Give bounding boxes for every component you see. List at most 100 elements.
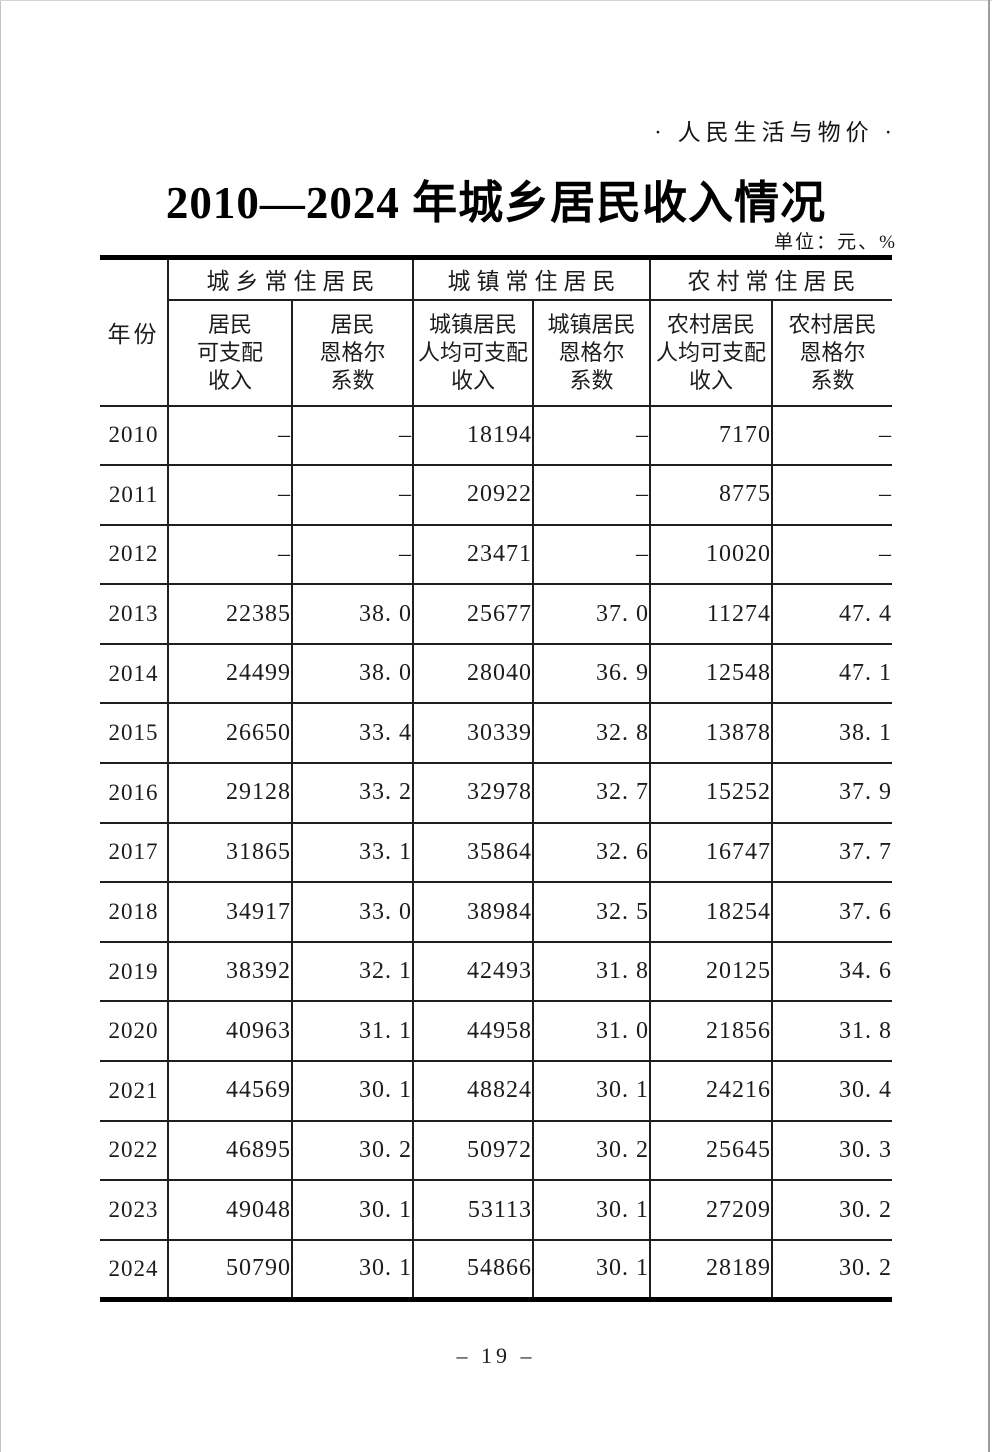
table-row: 2013 22385 38. 0 25677 37. 0 11274 47. 4 <box>100 583 892 645</box>
col-header-engel: 居民 恩格尔 系数 <box>291 298 414 407</box>
value-cell: 32. 8 <box>532 702 651 765</box>
header-sub-row: 居民 可支配 收入 居民 恩格尔 系数 城镇居民 人均可支配 收入 城镇居民 恩… <box>100 298 892 407</box>
value-cell: 50790 <box>167 1238 293 1301</box>
value-cell: 38392 <box>167 940 293 1003</box>
unit-note: 单位：元、% <box>774 232 897 253</box>
value-cell: 30. 2 <box>291 1119 414 1182</box>
value-cell: – <box>291 523 414 586</box>
table-row: 2015 26650 33. 4 30339 32. 8 13878 38. 1 <box>100 702 892 765</box>
value-cell: 47. 4 <box>771 583 892 645</box>
value-cell: 21856 <box>649 1000 773 1063</box>
table-row: 2017 31865 33. 1 35864 32. 6 16747 37. 7 <box>100 821 892 884</box>
col-header-year: 年份 <box>100 256 169 407</box>
value-cell: 47. 1 <box>771 642 892 705</box>
value-cell: 30. 1 <box>291 1179 414 1241</box>
value-cell: 18254 <box>649 881 773 943</box>
value-cell: 46895 <box>167 1119 293 1182</box>
table-row: 2014 24499 38. 0 28040 36. 9 12548 47. 1 <box>100 642 892 705</box>
year-cell: 2022 <box>100 1119 169 1182</box>
section-header: · 人民生活与物价 · <box>654 120 897 145</box>
value-cell: 38. 1 <box>771 702 892 765</box>
value-cell: 22385 <box>167 583 293 645</box>
value-cell: – <box>291 464 414 526</box>
value-cell: 37. 9 <box>771 762 892 824</box>
value-cell: 42493 <box>412 940 534 1003</box>
value-cell: 30. 3 <box>771 1119 892 1182</box>
value-cell: 34917 <box>167 881 293 943</box>
value-cell: 38. 0 <box>291 642 414 705</box>
value-cell: 38. 0 <box>291 583 414 645</box>
col-header-disposable-income: 居民 可支配 收入 <box>168 298 293 407</box>
year-cell: 2016 <box>100 762 169 824</box>
year-cell: 2019 <box>100 940 169 1003</box>
value-cell: 25677 <box>412 583 534 645</box>
col-header-urban-engel: 城镇居民 恩格尔 系数 <box>532 298 651 407</box>
table-row: 2019 38392 32. 1 42493 31. 8 20125 34. 6 <box>100 940 892 1003</box>
value-cell: 26650 <box>167 702 293 765</box>
value-cell: 30. 1 <box>291 1060 414 1122</box>
value-cell: 7170 <box>649 404 773 467</box>
value-cell: 40963 <box>167 1000 293 1063</box>
page-title: 2010—2024 年城乡居民收入情况 <box>165 178 827 228</box>
value-cell: 31. 8 <box>532 940 651 1003</box>
table-row: 2012– –23471–10020– <box>100 523 892 586</box>
year-cell: 2021 <box>100 1060 169 1122</box>
header-group-row: 年份 城乡常住居民 城镇常住居民 农村常住居民 <box>100 256 892 407</box>
table-row: 2018 34917 33. 0 38984 32. 5 18254 37. 6 <box>100 881 892 943</box>
value-cell: 53113 <box>412 1179 534 1241</box>
year-cell: 2011 <box>100 464 169 526</box>
value-cell: 37. 7 <box>771 821 892 884</box>
year-cell: 2015 <box>100 702 169 765</box>
value-cell: – <box>167 523 293 586</box>
value-cell: 32. 6 <box>532 821 651 884</box>
group-header-rural: 农村常住居民 <box>649 256 892 301</box>
table-row: 2021 44569 30. 1 48824 30. 1 24216 30. 4 <box>100 1060 892 1122</box>
col-header-rural-disposable-income: 农村居民 人均可支配 收入 <box>649 298 773 407</box>
value-cell: 33. 2 <box>291 762 414 824</box>
value-cell: 30. 1 <box>532 1060 651 1122</box>
value-cell: 33. 1 <box>291 821 414 884</box>
value-cell: 33. 0 <box>291 881 414 943</box>
value-cell: 20125 <box>649 940 773 1003</box>
year-cell: 2018 <box>100 881 169 943</box>
income-table: 年份 城乡常住居民 城镇常住居民 农村常住居民 居民 可支配 收入 居民 恩格尔… <box>100 255 892 1302</box>
value-cell: 49048 <box>167 1179 293 1241</box>
value-cell: 12548 <box>649 642 773 705</box>
value-cell: 33. 4 <box>291 702 414 765</box>
table-row: 2011– –20922–8775– <box>100 464 892 526</box>
year-cell: 2024 <box>100 1238 169 1301</box>
value-cell: 32978 <box>412 762 534 824</box>
value-cell: 37. 0 <box>532 583 651 645</box>
page-number: – 19 – <box>456 1343 536 1368</box>
value-cell: 36. 9 <box>532 642 651 705</box>
value-cell: – <box>532 404 651 467</box>
table-row: 2020 40963 31. 1 44958 31. 0 21856 31. 8 <box>100 1000 892 1063</box>
table-row: 2023 49048 30. 1 53113 30. 1 27209 30. 2 <box>100 1179 892 1241</box>
value-cell: 25645 <box>649 1119 773 1182</box>
value-cell: 30339 <box>412 702 534 765</box>
page-edge-right <box>988 0 990 1452</box>
value-cell: 30. 2 <box>771 1179 892 1241</box>
col-header-rural-engel: 农村居民 恩格尔 系数 <box>771 298 892 407</box>
year-cell: 2023 <box>100 1179 169 1241</box>
value-cell: 30. 1 <box>532 1238 651 1301</box>
year-cell: 2012 <box>100 523 169 586</box>
col-header-urban-disposable-income: 城镇居民 人均可支配 收入 <box>412 298 534 407</box>
value-cell: 30. 1 <box>291 1238 414 1301</box>
value-cell: 31. 1 <box>291 1000 414 1063</box>
value-cell: 23471 <box>412 523 534 586</box>
year-cell: 2014 <box>100 642 169 705</box>
year-cell: 2013 <box>100 583 169 645</box>
value-cell: 16747 <box>649 821 773 884</box>
year-cell: 2020 <box>100 1000 169 1063</box>
value-cell: – <box>532 523 651 586</box>
value-cell: – <box>167 464 293 526</box>
value-cell: – <box>532 464 651 526</box>
value-cell: – <box>167 404 293 467</box>
page-edge-left <box>0 0 1 1452</box>
value-cell: – <box>291 404 414 467</box>
value-cell: 20922 <box>412 464 534 526</box>
value-cell: – <box>771 404 892 467</box>
value-cell: 31. 8 <box>771 1000 892 1063</box>
